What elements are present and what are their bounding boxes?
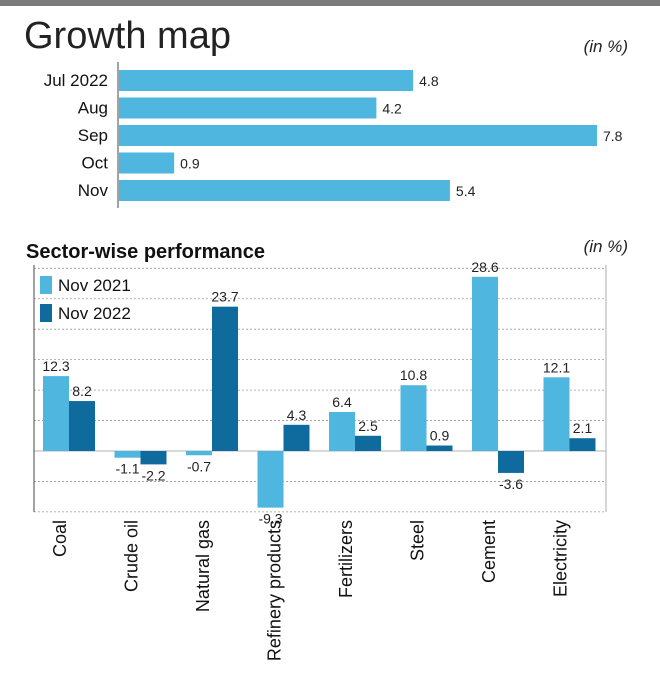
bar-label-refinery-products-nov-2021: -9.3: [258, 511, 282, 527]
legend-label-nov-2021: Nov 2021: [58, 276, 131, 295]
legend-label-nov-2022: Nov 2022: [58, 304, 131, 323]
x-category-fertilizers: Fertilizers: [336, 520, 356, 598]
bar-steel-nov-2021: [400, 385, 427, 451]
growth-map-bar-jul-2022: [119, 70, 414, 91]
bar-label-cement-nov-2021: 28.6: [471, 259, 498, 275]
bar-crude-oil-nov-2022: [140, 451, 167, 465]
growth-map-bar-sep: [119, 125, 597, 146]
bar-label-refinery-products-nov-2022: 4.3: [287, 407, 307, 423]
x-category-refinery-products: Refinery products: [264, 520, 284, 661]
x-category-natural-gas: Natural gas: [193, 520, 213, 612]
bar-natural-gas-nov-2022: [212, 306, 238, 451]
legend-swatch-nov-2022: [40, 304, 52, 322]
bar-label-natural-gas-nov-2021: -0.7: [187, 458, 211, 474]
x-category-coal: Coal: [50, 520, 70, 557]
growth-map-category-sep: Sep: [78, 126, 108, 145]
growth-map-category-jul-2022: Jul 2022: [44, 71, 108, 90]
bar-cement-nov-2022: [498, 451, 524, 473]
growth-map-bar-aug: [119, 97, 377, 119]
x-category-electricity: Electricity: [550, 520, 570, 597]
growth-map-plot: Jul 2022 4.8 Aug 4.2 Sep 7.8 Oct 0.9 Nov 5.4: [44, 62, 623, 208]
legend-swatch-nov-2021: [40, 276, 52, 294]
x-category-crude-oil: Crude oil: [121, 520, 141, 592]
bar-electricity-nov-2021: [543, 377, 570, 451]
growth-map-value-oct: 0.9: [180, 156, 200, 172]
bar-label-coal-nov-2021: 12.3: [42, 358, 69, 374]
x-category-steel: Steel: [407, 520, 427, 561]
bar-refinery-products-nov-2021: [257, 451, 284, 508]
sector-chart-plot: Nov 2021 Nov 2022 12.38.2 Coal -1.1 -2.2 Crude…: [33, 259, 607, 661]
growth-map-value-nov: 5.4: [456, 183, 476, 199]
bar-label-electricity-nov-2021: 12.1: [543, 359, 570, 375]
bar-coal-nov-2021: [43, 376, 69, 451]
bar-label-crude-oil-nov-2021: -1.1: [115, 461, 139, 477]
bar-label-natural-gas-nov-2022: 23.7: [211, 289, 238, 305]
bar-label-coal-nov-2022: 8.2: [72, 383, 92, 399]
growth-map-category-aug: Aug: [78, 99, 108, 118]
x-category-cement: Cement: [479, 520, 499, 583]
bar-label-electricity-nov-2022: 2.1: [573, 420, 593, 436]
bar-coal-nov-2022: [69, 401, 95, 451]
bar-label-steel-nov-2022: 0.9: [430, 428, 450, 444]
bar-label-crude-oil-nov-2022: -2.2: [141, 467, 165, 483]
growth-map-category-nov: Nov: [78, 181, 109, 200]
bar-fertilizers-nov-2021: [329, 412, 355, 451]
bar-electricity-nov-2022: [569, 438, 596, 451]
growth-map-unit: (in %): [584, 37, 628, 56]
bar-label-cement-nov-2022: -3.6: [499, 476, 523, 492]
bar-label-steel-nov-2021: 10.8: [400, 367, 427, 383]
growth-map-title: Growth map: [24, 15, 231, 57]
growth-map-value-jul-2022: 4.8: [419, 73, 439, 89]
bar-steel-nov-2022: [426, 445, 453, 451]
growth-map-value-aug: 4.2: [382, 101, 402, 117]
top-rule: [0, 0, 660, 6]
sector-chart-unit: (in %): [584, 237, 628, 256]
bar-refinery-products-nov-2022: [283, 424, 310, 451]
bar-natural-gas-nov-2021: [186, 451, 212, 456]
bar-label-fertilizers-nov-2022: 2.5: [358, 418, 378, 434]
bar-crude-oil-nov-2021: [114, 451, 141, 458]
bar-label-fertilizers-nov-2021: 6.4: [332, 394, 352, 410]
bar-fertilizers-nov-2022: [355, 435, 381, 451]
growth-map-category-oct: Oct: [82, 154, 109, 173]
sector-chart-title: Sector-wise performance: [26, 241, 265, 263]
growth-map-bar-nov: [119, 180, 450, 201]
bar-cement-nov-2021: [472, 276, 498, 451]
growth-map-value-sep: 7.8: [603, 128, 623, 144]
growth-map-bar-oct: [119, 152, 175, 174]
